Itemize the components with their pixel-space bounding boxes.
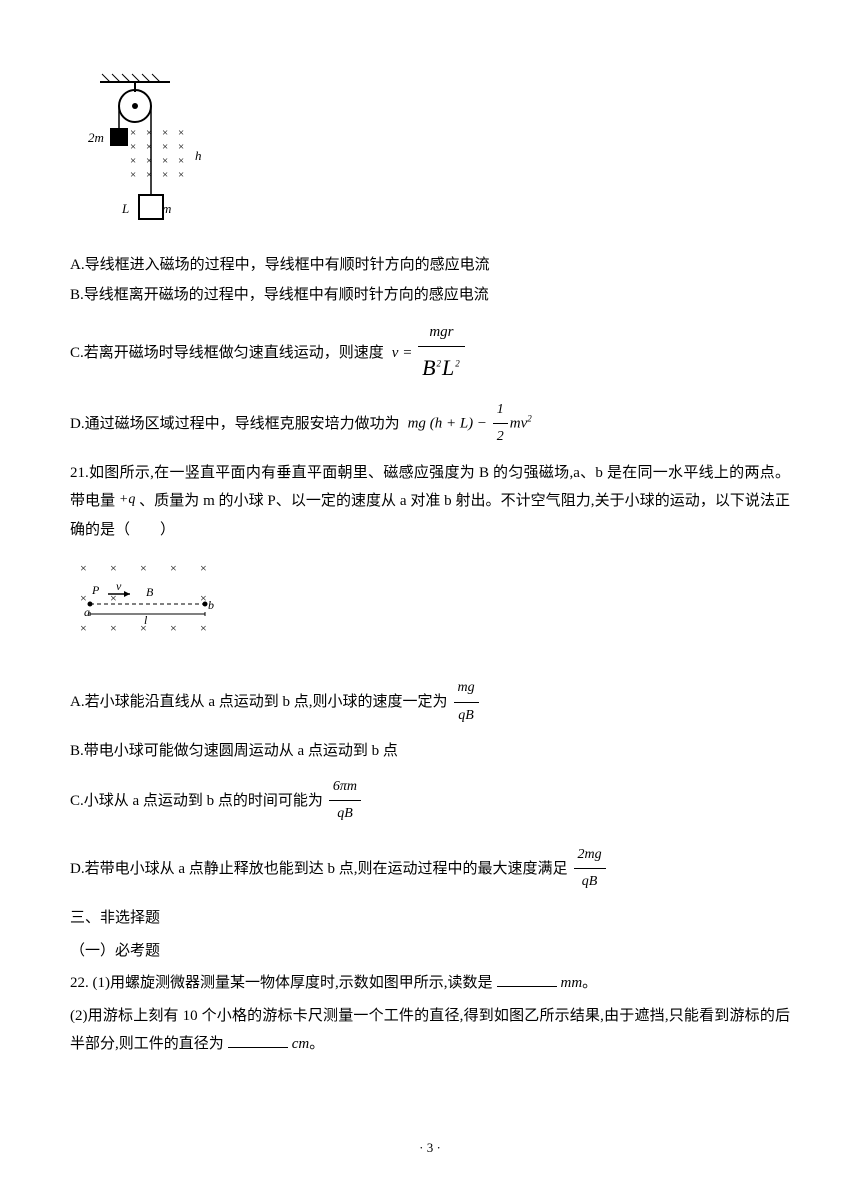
svg-text:×: ×: [170, 561, 177, 575]
svg-text:×: ×: [162, 141, 168, 153]
label-h: h: [195, 148, 202, 163]
svg-text:×: ×: [146, 127, 152, 139]
label-2m: 2m: [88, 130, 104, 145]
svg-text:×: ×: [130, 141, 136, 153]
svg-text:×: ×: [140, 561, 147, 575]
svg-text:×: ×: [80, 561, 87, 575]
svg-text:l: l: [144, 613, 148, 627]
svg-text:×: ×: [110, 591, 117, 605]
label-L: L: [121, 201, 129, 216]
svg-text:×: ×: [110, 561, 117, 575]
svg-text:×: ×: [178, 141, 184, 153]
svg-text:P: P: [91, 583, 100, 597]
svg-text:×: ×: [130, 169, 136, 181]
q21-option-b: B.带电小球可能做匀速圆周运动从 a 点运动到 b 点: [70, 737, 790, 766]
svg-text:×: ×: [162, 127, 168, 139]
svg-text:×: ×: [178, 127, 184, 139]
q21-option-d: D.若带电小球从 a 点静止释放也能到达 b 点,则在运动过程中的最大速度满足 …: [70, 842, 790, 896]
svg-text:×: ×: [178, 169, 184, 181]
q21-option-c: C.小球从 a 点运动到 b 点的时间可能为 6πm qB: [70, 774, 790, 828]
svg-text:×: ×: [170, 621, 177, 635]
section-3-title: 三、非选择题: [70, 904, 790, 933]
svg-text:×: ×: [110, 621, 117, 635]
q20-option-c: C.若离开磁场时导线框做匀速直线运动，则速度 v = mgr B2L2: [70, 318, 790, 389]
svg-text:×: ×: [178, 155, 184, 167]
svg-text:×: ×: [80, 621, 87, 635]
svg-text:×: ×: [130, 155, 136, 167]
page-number: · 3 ·: [0, 1136, 860, 1161]
svg-text:×: ×: [162, 155, 168, 167]
svg-text:×: ×: [146, 155, 152, 167]
label-m: m: [162, 201, 171, 216]
q20-option-d: D.通过磁场区域过程中，导线框克服安培力做功为 mg (h + L) − 12m…: [70, 397, 790, 451]
svg-text:×: ×: [146, 169, 152, 181]
section-3-sub: （一）必考题: [70, 937, 790, 966]
field-crosses: × × × × × × × × × × × × × × × ×: [130, 127, 184, 181]
svg-text:a: a: [84, 605, 90, 619]
svg-text:×: ×: [130, 127, 136, 139]
page-content: 2m m L × × × × × × × × × × × × × × × × h A.导线框进入磁场的过…: [70, 70, 790, 1059]
q22-part2: (2)用游标上刻有 10 个小格的游标卡尺测量一个工件的直径,得到如图乙所示结果…: [70, 1002, 790, 1059]
svg-text:×: ×: [162, 169, 168, 181]
q22-part1: 22. (1)用螺旋测微器测量某一物体厚度时,示数如图甲所示,读数是mm。: [70, 969, 790, 998]
svg-text:b: b: [208, 598, 214, 612]
svg-text:×: ×: [200, 561, 207, 575]
q20-option-b: B.导线框离开磁场的过程中，导线框中有顺时针方向的感应电流: [70, 281, 790, 310]
q21-stem: 21.如图所示,在一竖直平面内有垂直平面朝里、磁感应强度为 B 的匀强磁场,a、…: [70, 459, 790, 545]
figure-magnetic-field: ××××× ××× ××××× a b P v B l: [70, 554, 790, 665]
figure-pulley: 2m m L × × × × × × × × × × × × × × × × h: [70, 70, 790, 241]
svg-text:×: ×: [80, 591, 87, 605]
svg-text:v: v: [116, 579, 122, 593]
svg-text:×: ×: [200, 621, 207, 635]
q20-option-a: A.导线框进入磁场的过程中，导线框中有顺时针方向的感应电流: [70, 251, 790, 280]
q21-option-a: A.若小球能沿直线从 a 点运动到 b 点,则小球的速度一定为 mg qB: [70, 675, 790, 729]
svg-text:×: ×: [146, 141, 152, 153]
svg-text:B: B: [146, 585, 154, 599]
